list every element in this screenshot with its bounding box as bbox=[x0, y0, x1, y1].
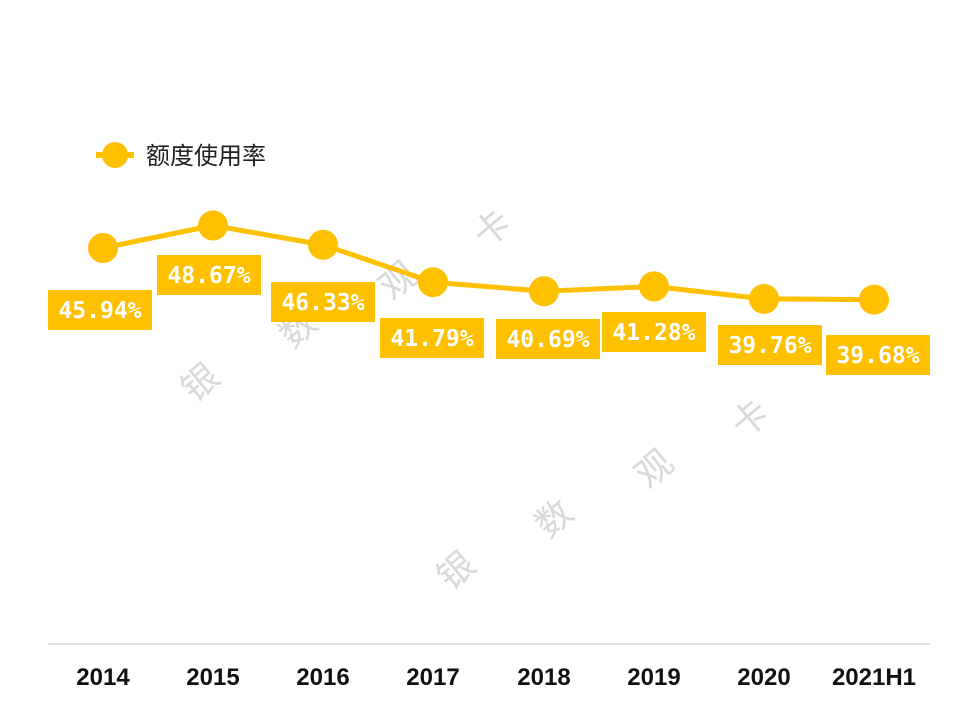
data-point-2020 bbox=[749, 283, 779, 314]
series-line bbox=[102, 223, 875, 303]
data-label-2020: 39.76% bbox=[718, 325, 822, 365]
data-label-text: 45.94% bbox=[58, 298, 141, 324]
legend-marker-swatch bbox=[102, 142, 128, 168]
data-point-2016 bbox=[308, 229, 338, 260]
data-label-box bbox=[718, 325, 822, 365]
data-label-2015: 48.67% bbox=[157, 255, 261, 295]
data-label-text: 41.28% bbox=[612, 320, 695, 346]
data-label-box bbox=[826, 335, 930, 375]
data-label-text: 48.67% bbox=[167, 263, 250, 289]
x-tick-label: 2018 bbox=[517, 664, 570, 691]
watermark-char: 卡 bbox=[466, 202, 520, 257]
x-tick-label: 2014 bbox=[76, 664, 130, 691]
watermark-char: 银 bbox=[174, 356, 228, 411]
watermark-char: 银 bbox=[430, 544, 484, 599]
data-label-2018: 40.69% bbox=[496, 319, 600, 359]
x-tick-label: 2020 bbox=[737, 664, 790, 691]
data-point-2021H1 bbox=[859, 284, 889, 315]
data-label-box bbox=[380, 318, 484, 358]
data-point-2015 bbox=[198, 210, 228, 241]
watermark-char: 卡 bbox=[724, 392, 778, 447]
x-tick-label: 2016 bbox=[296, 664, 349, 691]
x-tick-label: 2015 bbox=[186, 664, 239, 691]
data-label-text: 46.33% bbox=[281, 290, 364, 316]
x-tick-label: 2017 bbox=[406, 664, 459, 691]
watermark-char: 观 bbox=[628, 442, 682, 497]
data-label-2016: 46.33% bbox=[271, 282, 375, 322]
data-label-2017: 41.79% bbox=[380, 318, 484, 358]
x-tick-label: 2021H1 bbox=[832, 664, 916, 691]
data-label-2021H1: 39.68% bbox=[826, 335, 930, 375]
watermark-char: 数 bbox=[528, 492, 582, 547]
x-tick-layer: 2014 2015 2016 2017 2018 2019 2020 2021H1 bbox=[76, 664, 916, 691]
data-label-text: 40.69% bbox=[506, 327, 589, 353]
data-label-box bbox=[48, 290, 152, 330]
data-point-2018 bbox=[529, 276, 559, 307]
data-point-2014 bbox=[88, 233, 118, 263]
legend-label: 额度使用率 bbox=[146, 142, 266, 170]
data-label-2019: 41.28% bbox=[602, 312, 706, 352]
data-label-text: 39.68% bbox=[836, 343, 919, 369]
data-label-text: 39.76% bbox=[728, 333, 811, 359]
data-label-layer: 45.94% 48.67% 46.33% 41.79% 40.69% 41.28% 39.7… bbox=[48, 255, 930, 375]
data-label-2014: 45.94% bbox=[48, 290, 152, 330]
series-layer bbox=[88, 210, 889, 315]
data-label-box bbox=[157, 255, 261, 295]
x-tick-label: 2019 bbox=[627, 664, 680, 691]
data-label-text: 41.79% bbox=[390, 326, 473, 352]
legend: 额度使用率 bbox=[96, 142, 266, 170]
data-point-2017 bbox=[418, 267, 448, 298]
data-label-box bbox=[602, 312, 706, 352]
data-label-box bbox=[496, 319, 600, 359]
data-label-box bbox=[271, 282, 375, 322]
data-point-2019 bbox=[639, 271, 669, 302]
